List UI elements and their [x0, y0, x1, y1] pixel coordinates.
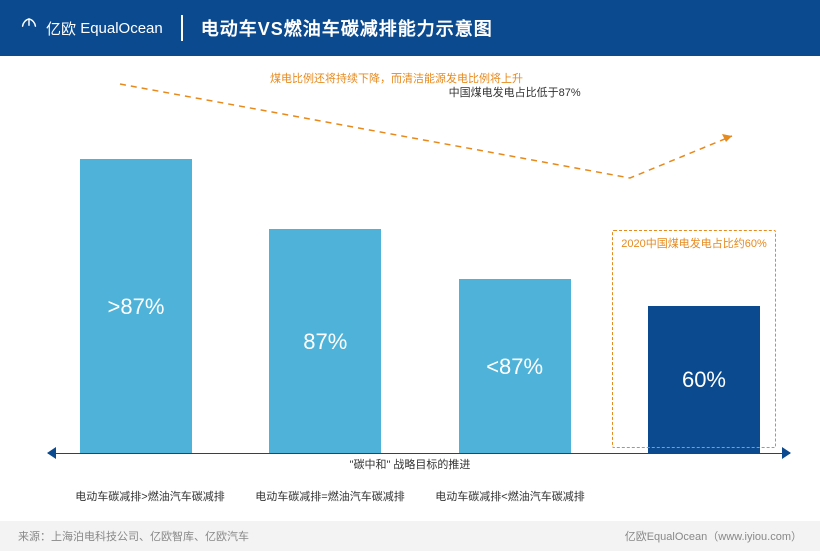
brand-logo: 亿欧 EqualOcean: [18, 17, 163, 39]
bottom-labels: 电动车碳减排>燃油汽车碳减排 电动车碳减排=燃油汽车碳减排 电动车碳减排<燃油汽…: [60, 488, 780, 504]
footer-bar: 来源：上海泊电科技公司、亿欧智库、亿欧汽车 亿欧EqualOcean（www.i…: [0, 521, 820, 551]
bar-group-2: 中国煤电发电占比低于87% <87%: [439, 279, 591, 454]
page-title: 电动车VS燃油车碳减排能力示意图: [201, 15, 493, 41]
bottom-label-1: 电动车碳减排=燃油汽车碳减排: [240, 488, 420, 504]
bar-0: >87%: [80, 159, 192, 454]
footer-brand: 亿欧EqualOcean（www.iyiou.com）: [625, 528, 802, 544]
bottom-label-0: 电动车碳减排>燃油汽车碳减排: [60, 488, 240, 504]
bar-group-1: 中国煤电发电占比约87% 87%: [249, 229, 401, 454]
bar-1: 87%: [269, 229, 381, 454]
bar-group-0: 中国煤电发电占比高于87% >87%: [60, 159, 212, 454]
bar-2: <87%: [459, 279, 571, 454]
logo-icon: [18, 17, 40, 39]
bar-top-label: 中国煤电发电占比低于87%: [425, 84, 605, 100]
highlight-box: 2020中国煤电发电占比约60%: [612, 230, 776, 448]
x-axis: [48, 453, 790, 454]
bar-value: >87%: [108, 294, 165, 320]
bottom-label-3: [600, 488, 780, 504]
chart-area: 煤电比例还将持续下降，而清洁能源发电比例将上升 中国煤电发电占比高于87% >8…: [0, 56, 820, 516]
bar-value: <87%: [486, 354, 543, 380]
highlight-title: 2020中国煤电发电占比约60%: [613, 237, 775, 252]
header-bar: 亿欧 EqualOcean 电动车VS燃油车碳减排能力示意图: [0, 0, 820, 56]
brand-cn: 亿欧: [46, 18, 76, 39]
bottom-label-2: 电动车碳减排<燃油汽车碳减排: [420, 488, 600, 504]
axis-caption: "碳中和" 战略目标的推进: [0, 456, 820, 472]
header-divider: [181, 15, 183, 41]
brand-en: EqualOcean: [80, 20, 163, 37]
bar-value: 87%: [303, 329, 347, 355]
footer-source: 来源：上海泊电科技公司、亿欧智库、亿欧汽车: [18, 528, 249, 544]
